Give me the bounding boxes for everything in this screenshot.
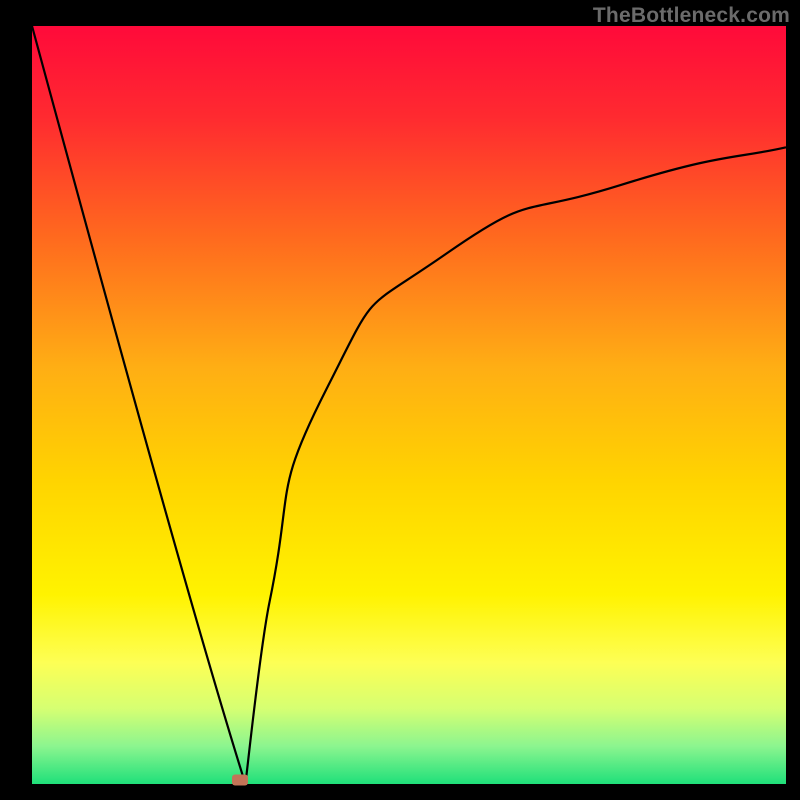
curve-path (32, 26, 786, 784)
plot-area (32, 26, 786, 784)
watermark-text: TheBottleneck.com (593, 4, 790, 28)
bottleneck-curve (32, 26, 786, 784)
optimal-point-marker (232, 775, 248, 786)
chart-canvas: TheBottleneck.com (0, 0, 800, 800)
